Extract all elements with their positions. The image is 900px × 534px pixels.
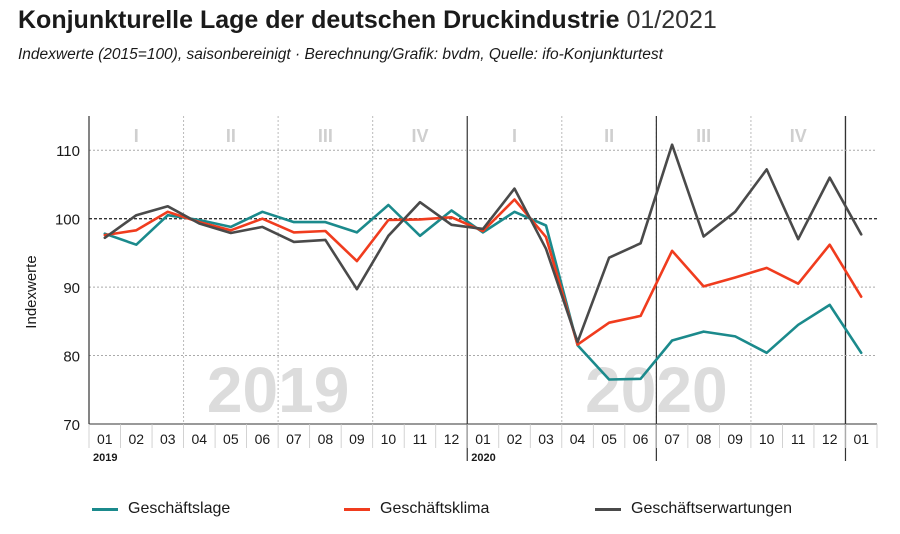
x-tick-label: 08 <box>318 431 334 447</box>
x-tick-label: 08 <box>696 431 712 447</box>
y-tick-label: 80 <box>63 349 80 366</box>
x-tick-label: 01 <box>853 431 869 447</box>
x-tick-label: 09 <box>349 431 365 447</box>
legend-item-geschaeftslage: Geschäftslage <box>92 500 230 518</box>
x-tick-label: 02 <box>128 431 144 447</box>
x-tick-label: 06 <box>633 431 649 447</box>
x-tick-label: 12 <box>444 431 460 447</box>
x-tick-label: 02 <box>507 431 523 447</box>
x-tick-label: 10 <box>759 431 775 447</box>
x-tick-label: 01 <box>97 431 113 447</box>
x-tick-label: 04 <box>570 431 586 447</box>
year-label-2020: 2020 <box>471 452 495 464</box>
y-axis-title: Indexwerte <box>23 255 40 328</box>
legend-swatch-geschaeftslage <box>92 507 118 511</box>
chart-title: Konjunkturelle Lage der deutschen Drucki… <box>18 6 717 35</box>
x-tick-label: 01 <box>475 431 491 447</box>
quarter-label: IV <box>790 126 807 146</box>
x-tick-label: 07 <box>286 431 302 447</box>
legend-swatch-geschaeftsklima <box>344 507 370 511</box>
x-tick-label: 05 <box>601 431 617 447</box>
x-tick-label: 03 <box>538 431 554 447</box>
x-tick-label: 12 <box>822 431 838 447</box>
chart-subtitle: Indexwerte (2015=100), saisonbereinigt ·… <box>18 46 663 63</box>
title-text: Konjunkturelle Lage der deutschen Drucki… <box>18 6 620 34</box>
quarter-label: IV <box>411 126 428 146</box>
x-tick-label: 09 <box>727 431 743 447</box>
quarter-label: III <box>318 126 333 146</box>
y-tick-label: 110 <box>56 143 80 160</box>
x-tick-label: 11 <box>413 431 428 447</box>
legend-item-geschaeftsklima: Geschäftsklima <box>344 500 489 518</box>
quarter-label: II <box>604 126 614 146</box>
x-tick-label: 03 <box>160 431 176 447</box>
year-label-2019: 2019 <box>93 452 117 464</box>
quarter-label: III <box>696 126 711 146</box>
x-tick-label: 07 <box>664 431 680 447</box>
quarter-label: II <box>226 126 236 146</box>
y-tick-label: 70 <box>63 417 80 434</box>
y-tick-label: 100 <box>55 212 80 229</box>
x-tick-label: 10 <box>381 431 397 447</box>
series-line-geschaeftslage <box>103 203 863 381</box>
legend-label-geschaeftserwartungen: Geschäftserwartungen <box>631 500 792 517</box>
x-tick-label: 06 <box>255 431 271 447</box>
quarter-label: I <box>134 126 139 146</box>
series-line-geschaeftserwartungen <box>103 143 863 344</box>
quarter-label: I <box>512 126 517 146</box>
title-period: 01/2021 <box>626 6 717 34</box>
legend-label-geschaeftsklima: Geschäftsklima <box>380 500 490 517</box>
series-line-geschaeftsklima <box>103 198 863 346</box>
x-tick-label: 11 <box>791 431 806 447</box>
legend-swatch-geschaeftserwartungen <box>595 507 621 511</box>
x-tick-label: 05 <box>223 431 239 447</box>
y-tick-label: 90 <box>63 280 80 297</box>
x-tick-label: 04 <box>192 431 208 447</box>
legend-item-geschaeftserwartungen: Geschäftserwartungen <box>595 500 792 518</box>
legend-label-geschaeftslage: Geschäftslage <box>128 500 231 517</box>
